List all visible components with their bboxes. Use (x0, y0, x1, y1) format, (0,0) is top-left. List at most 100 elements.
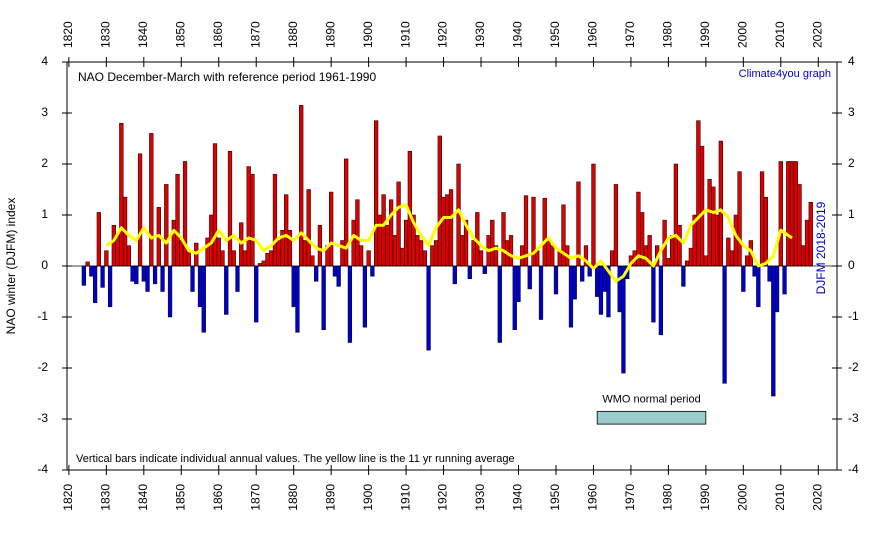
x-tick-label-top: 1900 (361, 21, 375, 48)
bar (250, 173, 255, 267)
x-tick-label-top: 2000 (735, 21, 749, 48)
bar (107, 265, 113, 308)
x-tick-label: 1950 (548, 484, 562, 511)
bar (808, 202, 813, 267)
bar (310, 255, 315, 267)
y-tick-label-right: 3 (848, 105, 855, 119)
bar (538, 265, 544, 320)
bar (306, 189, 311, 267)
bar (385, 224, 390, 267)
y-tick-label: 4 (41, 54, 48, 68)
bar (149, 133, 154, 267)
bar (426, 265, 431, 351)
bar (111, 224, 116, 267)
bar (688, 247, 693, 267)
x-tick-label-top: 2010 (773, 21, 787, 48)
bar (714, 214, 720, 267)
bar (374, 120, 379, 267)
y-tick-label-right: -4 (848, 462, 859, 476)
x-tick-label: 2010 (773, 484, 787, 511)
bar (448, 189, 454, 267)
bar (276, 240, 281, 267)
bar (711, 186, 716, 267)
bar (512, 265, 517, 330)
y-tick-label-right: 1 (848, 207, 855, 221)
bar (729, 250, 735, 267)
bar (576, 181, 581, 267)
x-tick-label: 1890 (323, 484, 337, 511)
bar (580, 265, 585, 282)
right-label: DJFM 2018-2019 (814, 201, 828, 294)
y-tick-label: -4 (37, 462, 48, 476)
bar (347, 265, 353, 343)
bar (160, 265, 165, 292)
bar (205, 237, 210, 267)
bar (171, 219, 176, 267)
bar (786, 161, 791, 267)
credit: Climate4you graph (739, 68, 831, 80)
bar (482, 265, 487, 274)
bar (85, 261, 90, 267)
bar (299, 105, 304, 267)
bar (242, 250, 248, 267)
bar (381, 194, 386, 267)
bar (699, 145, 705, 267)
chart-title: NAO December-March with reference period… (78, 70, 376, 84)
x-tick-label: 1910 (398, 484, 412, 511)
bar (96, 212, 101, 267)
bar (396, 181, 401, 267)
x-tick-label: 1860 (211, 484, 225, 511)
bar (201, 265, 206, 333)
bar (497, 265, 502, 343)
x-tick-label-top: 1920 (436, 21, 450, 48)
bar (789, 161, 795, 267)
bar (767, 265, 772, 282)
y-tick-label-right: 2 (848, 156, 855, 170)
bar (182, 161, 188, 267)
x-tick-label: 1820 (61, 484, 75, 511)
bar (246, 166, 251, 267)
bar (220, 250, 225, 267)
bar (261, 260, 266, 267)
bar (696, 120, 701, 267)
y-tick-label: -3 (37, 411, 48, 425)
bar (134, 265, 139, 285)
bar (284, 194, 289, 267)
bar (164, 184, 169, 267)
bar (737, 171, 742, 267)
bar (418, 240, 424, 267)
x-tick-label-top: 1980 (661, 21, 675, 48)
y-tick-label: -1 (37, 309, 48, 323)
x-tick-label-top: 1870 (248, 21, 262, 48)
bar (756, 265, 761, 308)
bar (332, 265, 338, 277)
bar (733, 214, 738, 267)
bar (681, 265, 686, 287)
bar (340, 240, 345, 267)
bar (598, 265, 604, 315)
bar (516, 265, 521, 302)
bar (254, 265, 259, 323)
bar (392, 235, 397, 267)
bar (321, 265, 326, 330)
bar (351, 219, 356, 267)
x-tick-label-top: 2020 (810, 21, 824, 48)
bar (295, 265, 300, 333)
bar (460, 235, 465, 267)
wmo-period-label: WMO normal period (602, 393, 700, 405)
bar (535, 250, 540, 267)
bar (269, 250, 274, 267)
x-tick-label-top: 1970 (623, 21, 637, 48)
bar (344, 158, 349, 267)
x-tick-label: 1920 (436, 484, 450, 511)
bar (670, 235, 675, 267)
y-tick-label-right: -2 (848, 360, 859, 374)
bar (92, 265, 98, 303)
bar (527, 265, 532, 290)
bar (104, 250, 109, 267)
y-tick-label-right: 4 (848, 54, 855, 68)
bar (388, 199, 394, 267)
y-tick-label-right: 0 (848, 258, 855, 272)
bar (793, 161, 798, 267)
bar (741, 265, 746, 292)
